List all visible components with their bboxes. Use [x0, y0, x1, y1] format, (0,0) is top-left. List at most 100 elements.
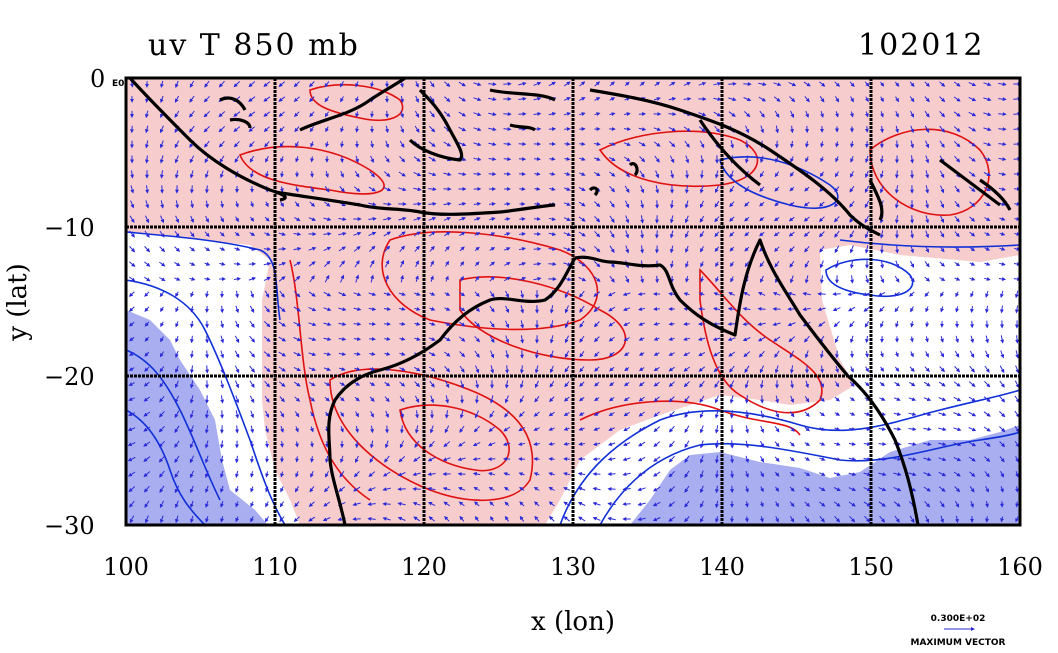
wind-vector — [939, 140, 945, 148]
wind-vector — [895, 111, 899, 118]
x-tick-label: 100 — [103, 553, 149, 581]
wind-vector — [880, 275, 885, 284]
wind-vector — [144, 261, 151, 267]
wind-vector — [563, 81, 571, 87]
wind-vector — [714, 185, 719, 194]
wind-vector — [293, 246, 302, 251]
wind-vector — [174, 155, 179, 164]
wind-vector — [624, 156, 631, 162]
wind-vector — [414, 292, 421, 296]
wind-vector — [939, 81, 946, 87]
wind-vector — [925, 230, 930, 239]
wind-vector — [460, 275, 464, 282]
wind-vector — [579, 81, 586, 87]
wind-vector — [968, 111, 977, 117]
wind-vector — [998, 157, 1007, 162]
wind-vector — [759, 231, 765, 237]
wind-vector — [759, 186, 765, 192]
wind-vector — [594, 201, 601, 208]
wind-vector — [340, 126, 345, 133]
wind-vector — [865, 96, 869, 103]
wind-vector — [144, 140, 149, 149]
y-tick-label: −20 — [44, 363, 95, 391]
wind-vector — [174, 246, 181, 252]
wind-vector — [834, 96, 840, 103]
wind-vector — [759, 217, 765, 222]
wind-vector — [383, 292, 392, 296]
wind-vector — [909, 276, 915, 283]
wind-vector — [578, 187, 586, 191]
wind-vector — [278, 81, 286, 88]
wind-vector — [189, 125, 195, 133]
wind-vector — [849, 230, 855, 239]
wind-vector — [820, 141, 825, 148]
wind-vector — [294, 126, 300, 133]
wind-vector — [953, 141, 961, 148]
wind-vector — [578, 276, 587, 282]
wind-vector — [790, 156, 794, 163]
wind-vector — [174, 170, 179, 179]
wind-vector — [909, 81, 915, 87]
wind-vector — [549, 156, 556, 161]
wind-vector — [818, 231, 825, 238]
wind-vector — [383, 231, 392, 237]
wind-vector — [849, 81, 855, 87]
wind-vector — [864, 200, 870, 209]
wind-vector — [503, 142, 512, 147]
wind-vector — [428, 156, 437, 162]
wind-vector — [368, 216, 377, 221]
wind-vector — [204, 170, 209, 179]
wind-vector — [969, 231, 976, 237]
wind-vector — [609, 230, 615, 239]
wind-vector — [175, 200, 180, 209]
wind-vector — [144, 110, 149, 119]
wind-vector — [968, 141, 977, 147]
wind-vector — [428, 187, 437, 192]
x-tick-label: 140 — [699, 553, 745, 581]
wind-vector — [130, 200, 135, 209]
wind-vector — [220, 216, 224, 223]
wind-vector — [368, 292, 377, 297]
wind-vector — [849, 260, 854, 269]
wind-vector — [834, 260, 839, 269]
wind-vector — [534, 186, 541, 191]
wind-vector — [129, 215, 135, 224]
wind-vector — [578, 261, 587, 267]
wind-vector — [518, 157, 527, 162]
wind-vector — [355, 155, 359, 164]
wind-vector — [369, 259, 375, 268]
wind-vector — [714, 231, 720, 238]
wind-vector — [759, 171, 765, 178]
wind-vector — [744, 186, 750, 193]
wind-vector — [609, 200, 615, 208]
wind-vector — [398, 187, 407, 192]
wind-vector — [819, 81, 826, 87]
wind-vector — [729, 185, 735, 193]
wind-vector — [473, 127, 482, 132]
wind-vector — [219, 155, 225, 163]
wind-vector — [174, 140, 180, 149]
wind-vector — [205, 335, 210, 344]
wind-vector — [563, 217, 571, 221]
wind-vector — [624, 185, 630, 193]
wind-vector — [233, 111, 241, 117]
wind-vector — [325, 126, 329, 133]
wind-vector — [384, 245, 391, 253]
wind-vector — [834, 216, 840, 223]
cold-region-southwest — [126, 310, 268, 525]
wind-vector — [850, 96, 854, 103]
wind-vector — [385, 140, 390, 149]
wind-vector — [280, 156, 284, 163]
wind-vector — [234, 232, 240, 237]
wind-vector — [159, 246, 166, 253]
wind-vector — [864, 230, 869, 239]
wind-vector — [698, 126, 706, 133]
wind-vector — [399, 245, 405, 253]
wind-vector — [759, 201, 765, 207]
wind-vector — [279, 290, 285, 298]
wind-vector — [505, 365, 510, 374]
wind-vector — [385, 110, 390, 119]
wind-vector — [759, 261, 765, 268]
wind-vector — [834, 245, 840, 254]
wind-vector — [474, 217, 481, 221]
